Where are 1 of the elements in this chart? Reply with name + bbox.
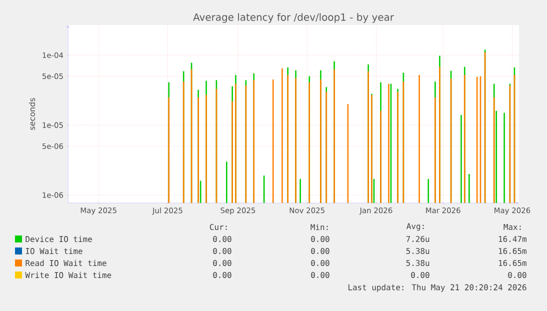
chart-title: Average latency for /dev/loop1 - by year <box>193 13 394 23</box>
